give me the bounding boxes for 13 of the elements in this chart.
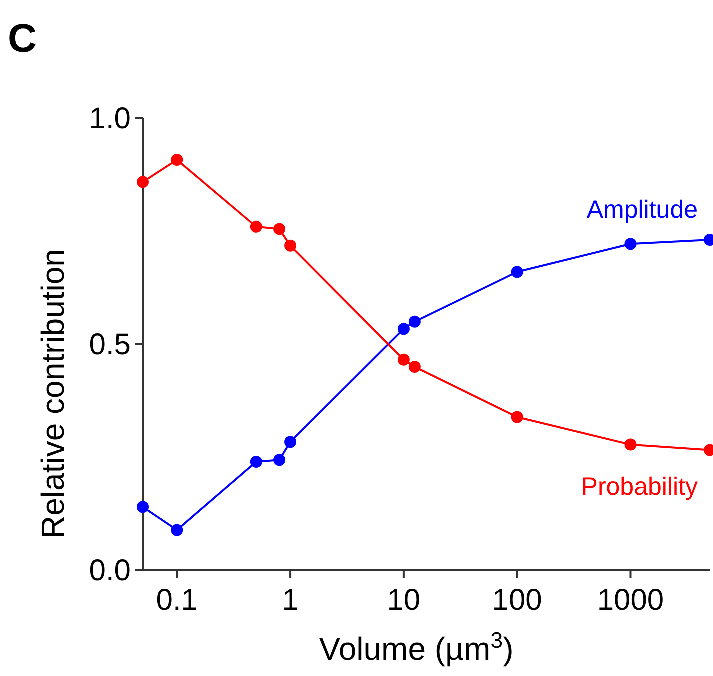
series-label: Probability [581,473,698,502]
x-tick-label: 100 [492,584,542,617]
x-tick-label: 1000 [597,584,664,617]
x-tick-label: 10 [387,584,421,617]
y-tick-label: 0.5 [89,328,131,362]
x-tick-label: 0.1 [156,584,198,617]
y-axis-title: Relative contribution [35,249,71,539]
x-axis-title: Volume (µm$^{3}$) [319,628,514,667]
text: C [8,17,37,61]
series-label: Amplitude [586,196,698,224]
y-tick-label: 0.0 [89,554,131,588]
x-tick-label: 1 [282,584,299,617]
y-tick-label: 1.0 [89,102,131,136]
